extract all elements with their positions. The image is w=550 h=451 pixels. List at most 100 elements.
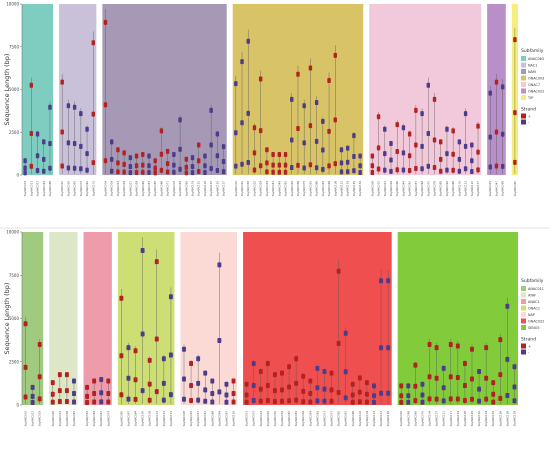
legend-swatch — [521, 95, 526, 100]
gene-label: SoyNAC045 — [72, 411, 76, 427]
exon-block — [42, 139, 46, 145]
exon-block — [432, 137, 437, 143]
exon-block — [133, 396, 138, 402]
exon-block — [85, 151, 89, 157]
exon-block — [72, 141, 77, 147]
exon-block — [406, 383, 411, 389]
exon-block — [498, 395, 503, 401]
gene-label: SoyNAC060 — [513, 181, 517, 197]
exon-block — [491, 399, 496, 405]
exon-block — [321, 147, 325, 153]
exon-block — [455, 375, 460, 381]
exon-block — [79, 111, 83, 117]
gene-label: SoyNAC014 — [259, 411, 263, 427]
exon-block — [161, 356, 166, 362]
gene-label: SoyNAC126 — [463, 411, 467, 427]
exon-block — [116, 169, 120, 175]
gene-label: SoyNAC134 — [484, 411, 488, 427]
exon-block — [234, 81, 238, 87]
exon-block — [484, 396, 489, 402]
gene-label: SoyNAC130 — [215, 181, 219, 197]
exon-block — [251, 361, 256, 367]
gene-label: SoyNAC079 — [172, 181, 176, 197]
gene-label: SoyNAC090 — [85, 181, 89, 197]
exon-block — [283, 151, 288, 157]
gene-label: SoyNAC005 — [234, 181, 238, 197]
gene-label: SoyNAC003 — [23, 181, 27, 197]
exon-block — [427, 341, 432, 347]
exon-block — [234, 163, 238, 169]
gene-label: SoyNAC135 — [491, 411, 495, 427]
exon-block — [203, 387, 208, 393]
exon-block — [109, 156, 114, 162]
exon-block — [116, 147, 120, 153]
exon-block — [314, 165, 319, 171]
exon-block — [343, 330, 348, 336]
exon-block — [407, 168, 412, 174]
gene-label: SoyNAC071 — [166, 181, 170, 197]
exon-block — [494, 163, 499, 169]
exon-block — [350, 392, 355, 398]
exon-block — [470, 396, 474, 402]
exon-block — [413, 398, 418, 404]
gene-label: SoyNAC076 — [420, 411, 424, 427]
exon-block — [134, 169, 139, 175]
subfamily-panel-onac7 — [369, 4, 482, 175]
exon-block — [159, 128, 164, 134]
exon-block — [29, 130, 34, 136]
exon-block — [99, 399, 104, 405]
exon-block — [455, 396, 460, 402]
exon-block — [154, 389, 159, 395]
legend-entry: ONAC022 — [528, 90, 544, 94]
gene-label: SoyNAC004 — [103, 181, 107, 197]
exon-block — [401, 150, 406, 156]
exon-block — [315, 385, 320, 391]
exon-block — [451, 128, 455, 134]
exon-block — [252, 150, 257, 156]
exon-block — [203, 169, 207, 175]
y-tick-label: 7500 — [9, 44, 20, 49]
gene-label: SoyNAC087 — [126, 411, 130, 427]
gene-label: SoyNAC129 — [470, 411, 474, 427]
legend-entry: ANAC1 — [528, 300, 540, 304]
gene-label: SoyNAC031 — [58, 411, 62, 427]
exon-block — [165, 169, 170, 175]
subfamily-panel-anac011 — [22, 232, 44, 405]
exon-block — [153, 170, 157, 176]
gene-label: SoyNAC069 — [296, 181, 300, 197]
exon-block — [315, 365, 320, 371]
legend-swatch — [521, 312, 526, 317]
exon-block — [244, 392, 249, 398]
exon-block — [420, 392, 425, 398]
gene-label: SoyNAC099 — [327, 181, 331, 197]
gene-label: SoyNAC017 — [36, 181, 40, 197]
gene-label: SoyNAC098 — [451, 181, 455, 197]
exon-block — [386, 390, 391, 396]
exon-block — [389, 140, 393, 146]
exon-block — [85, 126, 89, 132]
gene-label: SoyNAC102 — [358, 411, 362, 427]
exon-block — [29, 163, 34, 169]
exon-block — [184, 156, 189, 162]
y-tick-label: 5000 — [9, 316, 20, 321]
exon-block — [476, 123, 480, 129]
exon-block — [141, 151, 145, 157]
exon-block — [358, 169, 362, 175]
exon-block — [345, 145, 350, 151]
gene-label: SoyNAC111 — [442, 411, 446, 427]
gene-label: SoyNAC120 — [470, 181, 474, 197]
exon-block — [399, 393, 404, 399]
gene-label: SoyNAC089 — [501, 181, 505, 197]
exon-block — [287, 364, 292, 370]
exon-block — [221, 158, 226, 164]
exon-block — [240, 59, 244, 65]
exon-block — [141, 162, 145, 168]
exon-block — [122, 161, 126, 167]
exon-block — [457, 168, 462, 174]
exon-block — [488, 164, 492, 170]
exon-block — [72, 378, 76, 384]
gene-label: SoyNAC008 — [182, 411, 186, 427]
exon-block — [413, 383, 418, 389]
gene-label: SoyNAC021 — [383, 181, 387, 197]
exon-block — [420, 111, 424, 117]
